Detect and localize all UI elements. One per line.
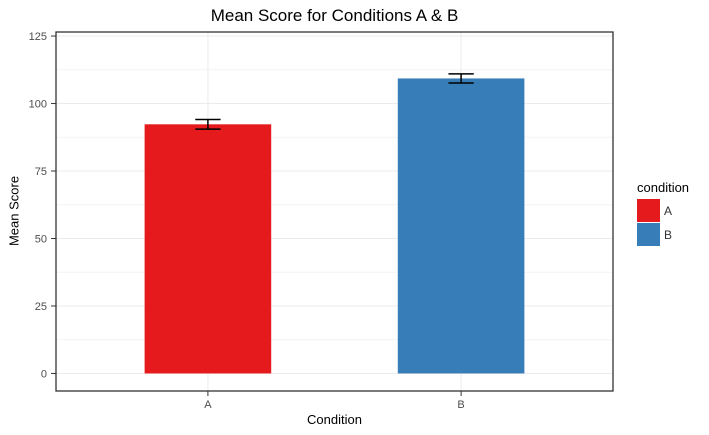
chart-title: Mean Score for Conditions A & B <box>210 6 459 25</box>
x-tick-label: A <box>204 399 212 411</box>
error-bar-B <box>448 73 474 84</box>
error-bar-A <box>195 118 221 130</box>
y-tick-label: 0 <box>41 368 47 380</box>
y-tick-label: 100 <box>29 99 47 111</box>
legend-entry: A <box>637 199 689 222</box>
y-tick-label: 50 <box>35 233 47 245</box>
legend-key-swatch <box>637 223 660 246</box>
bar-A <box>144 124 272 374</box>
legend-entry: B <box>637 223 689 246</box>
y-tick-label: 25 <box>35 301 47 313</box>
legend-key-swatch <box>637 199 660 222</box>
x-axis-title: Condition <box>307 412 362 427</box>
legend-label: B <box>664 227 673 242</box>
panel-border <box>55 31 614 392</box>
bar-B <box>397 78 525 374</box>
y-tick-label: 75 <box>35 166 47 178</box>
y-tick-label: 125 <box>29 31 47 43</box>
legend-label: A <box>664 203 673 218</box>
legend-title: condition <box>637 180 690 195</box>
x-tick-label: B <box>457 399 464 411</box>
